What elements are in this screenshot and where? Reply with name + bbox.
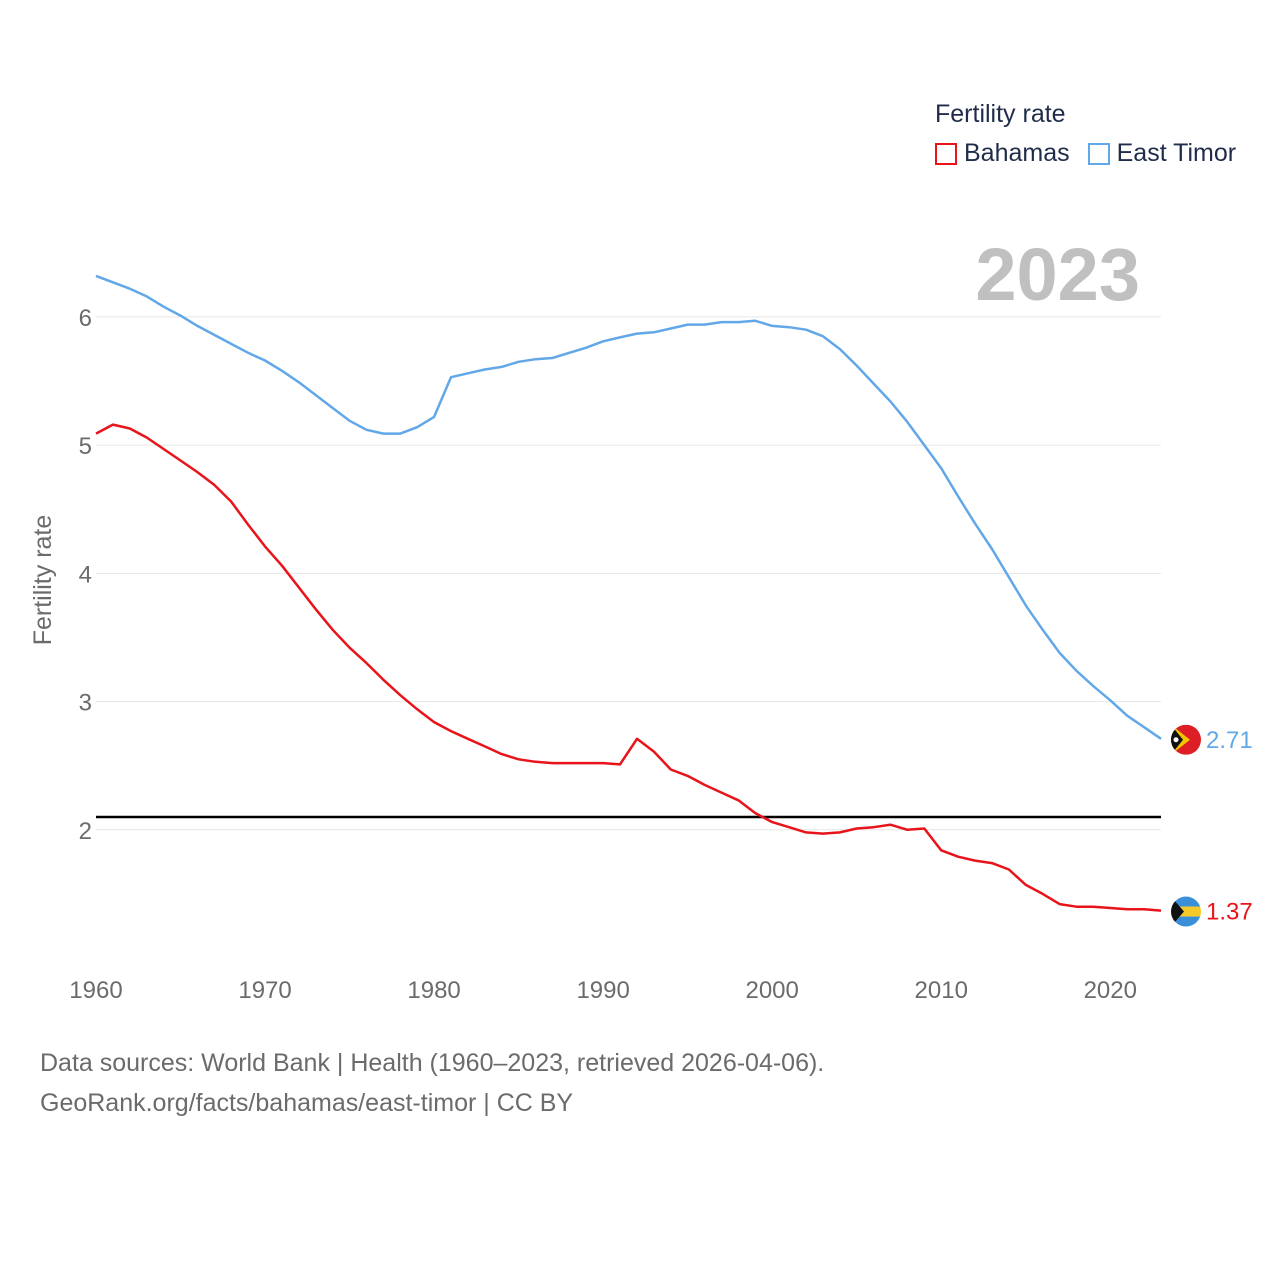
x-tick-label: 1980 <box>407 977 460 1004</box>
legend-item-east-timor[interactable]: East Timor <box>1087 139 1237 168</box>
year-watermark: 2023 <box>975 233 1140 316</box>
series-line-east-timor <box>95 274 1162 740</box>
footer: Data sources: World Bank | Health (1960–… <box>40 1043 824 1123</box>
y-tick-label: 5 <box>79 433 92 460</box>
series-end-markers: 1.37 2.71 <box>1171 724 1253 927</box>
end-value-label-east-timor: 2.71 <box>1206 727 1253 754</box>
legend-title: Fertility rate <box>935 100 1066 128</box>
x-tick-label: 2000 <box>745 977 798 1004</box>
legend-swatch-bahamas <box>935 142 957 165</box>
x-tick-label: 1960 <box>69 977 122 1004</box>
bahamas-flag-icon <box>1171 896 1201 927</box>
legend-item-bahamas[interactable]: Bahamas <box>935 139 1070 168</box>
x-tick-label: 1970 <box>238 977 291 1004</box>
y-axis-ticks: 2 3 4 5 6 <box>79 305 92 845</box>
legend: Fertility rate Bahamas East Timor <box>935 100 1254 168</box>
x-tick-label: 2010 <box>915 977 968 1004</box>
x-tick-label: 2020 <box>1084 977 1137 1004</box>
y-tick-label: 2 <box>79 818 92 845</box>
y-tick-label: 6 <box>79 305 92 332</box>
x-axis-ticks: 1960 1970 1980 1990 2000 2010 2020 <box>69 977 1137 1004</box>
legend-label-east-timor: East Timor <box>1116 139 1237 167</box>
legend-label-bahamas: Bahamas <box>964 139 1070 167</box>
y-tick-label: 4 <box>79 561 92 588</box>
footer-sources: Data sources: World Bank | Health (1960–… <box>40 1049 825 1077</box>
x-tick-label: 1990 <box>576 977 629 1004</box>
y-tick-label: 3 <box>79 690 92 717</box>
gridlines <box>96 316 1161 831</box>
series-lines <box>95 274 1162 912</box>
footer-link[interactable]: GeoRank.org/facts/bahamas/east-timor | C… <box>40 1089 574 1117</box>
series-line-bahamas <box>95 423 1162 912</box>
end-value-label-bahamas: 1.37 <box>1206 899 1253 926</box>
east-timor-flag-icon <box>1171 724 1201 755</box>
legend-swatch-east-timor <box>1087 142 1110 165</box>
y-axis-label: Fertility rate <box>29 515 57 646</box>
